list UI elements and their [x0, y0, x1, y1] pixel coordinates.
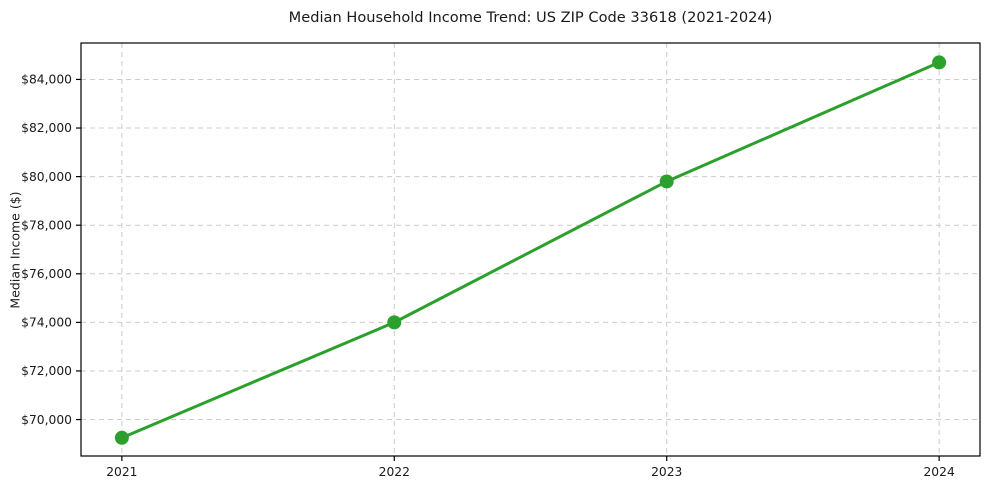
y-tick-label: $82,000 — [21, 121, 72, 135]
y-tick-label: $80,000 — [21, 170, 72, 184]
y-tick-label: $72,000 — [21, 364, 72, 378]
axes-spines — [80, 42, 981, 457]
x-tick-label: 2024 — [923, 465, 954, 479]
data-point-2022 — [387, 315, 402, 330]
plot-area — [81, 43, 980, 456]
trend-line — [120, 60, 941, 440]
y-tick-label: $70,000 — [21, 413, 72, 427]
y-tick-label: $78,000 — [21, 218, 72, 232]
x-tick-label: 2021 — [106, 465, 137, 479]
chart-title: Median Household Income Trend: US ZIP Co… — [288, 9, 773, 26]
data-point-2021 — [114, 430, 129, 445]
x-tick-label: 2023 — [651, 465, 682, 479]
data-point-2024 — [932, 55, 947, 70]
y-axis-title: Median Income ($) — [7, 191, 23, 309]
y-tick-label: $76,000 — [21, 267, 72, 281]
data-point-2023 — [659, 174, 674, 189]
y-tick-label: $74,000 — [21, 316, 72, 330]
y-tick-label: $84,000 — [21, 73, 72, 87]
x-tick-label: 2022 — [379, 465, 410, 479]
